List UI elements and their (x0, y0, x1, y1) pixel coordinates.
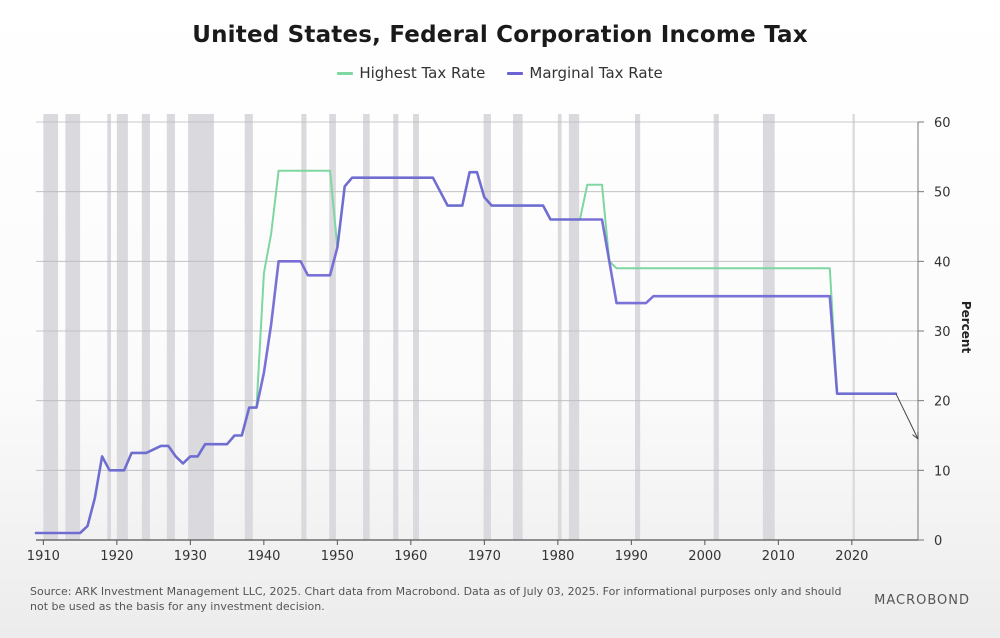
y-axis-label: Percent (959, 301, 973, 354)
x-tick-label: 1970 (468, 549, 501, 564)
recession-band (141, 114, 150, 540)
recession-band (116, 114, 128, 540)
recession-band (393, 114, 399, 540)
recession-band (166, 114, 175, 540)
recession-band (568, 114, 580, 540)
recession-band (713, 114, 719, 540)
recession-band (188, 114, 214, 540)
x-tick-label: 2000 (688, 549, 721, 564)
arrow-head-icon (912, 431, 919, 441)
recession-band (413, 114, 419, 540)
recession-band (301, 114, 307, 540)
y-tick-label: 40 (934, 255, 951, 270)
recession-band (513, 114, 523, 540)
recession-band (557, 114, 562, 540)
recession-band (635, 114, 641, 540)
y-tick-label: 60 (934, 116, 951, 131)
x-tick-label: 1940 (247, 549, 280, 564)
recession-band (363, 114, 370, 540)
annotation (895, 393, 919, 441)
legend-swatch-marginal (507, 71, 524, 75)
y-axis: 0 10 20 30 40 50 60 (917, 116, 951, 549)
y-tick-label: 50 (934, 186, 951, 201)
x-axis: 1910 1920 1930 1940 1950 1960 1970 1980 1990 2000… (27, 540, 868, 564)
y-tick-label: 0 (934, 534, 942, 549)
legend-label-marginal: Marginal Tax Rate (529, 64, 663, 82)
legend-item-highest: Highest Tax Rate (337, 64, 485, 82)
source-note: Source: ARK Investment Management LLC, 2… (30, 585, 842, 613)
legend-item-marginal: Marginal Tax Rate (507, 64, 663, 82)
x-tick-label: 1950 (321, 549, 354, 564)
legend: Highest Tax Rate Marginal Tax Rate (0, 64, 1000, 82)
y-tick-label: 20 (934, 395, 951, 410)
recession-band (762, 114, 775, 540)
recession-band (107, 114, 111, 540)
x-tick-label: 2020 (835, 549, 868, 564)
recession-band (483, 114, 491, 540)
arrow-line (895, 393, 919, 440)
legend-swatch-highest (337, 71, 354, 75)
x-tick-label: 1920 (100, 549, 133, 564)
recession-bands (43, 114, 855, 540)
x-tick-label: 1960 (394, 549, 427, 564)
marginal-tax-rate-line (34, 170, 898, 535)
recession-band (65, 114, 81, 540)
grid (36, 121, 918, 541)
y-tick-label: 10 (934, 464, 951, 479)
x-tick-label: 1930 (174, 549, 207, 564)
recession-band (244, 114, 253, 540)
recession-band (329, 114, 336, 540)
recession-band (43, 114, 59, 540)
x-tick-label: 1910 (27, 549, 60, 564)
x-tick-label: 1980 (541, 549, 574, 564)
brand-logo: MACROBOND (874, 593, 970, 608)
x-tick-label: 1990 (615, 549, 648, 564)
y-tick-label: 30 (934, 325, 951, 340)
chart-title: United States, Federal Corporation Incom… (192, 22, 808, 48)
x-tick-label: 2010 (762, 549, 795, 564)
series-lines (34, 169, 898, 535)
legend-label-highest: Highest Tax Rate (359, 64, 486, 82)
recession-band (852, 114, 855, 540)
